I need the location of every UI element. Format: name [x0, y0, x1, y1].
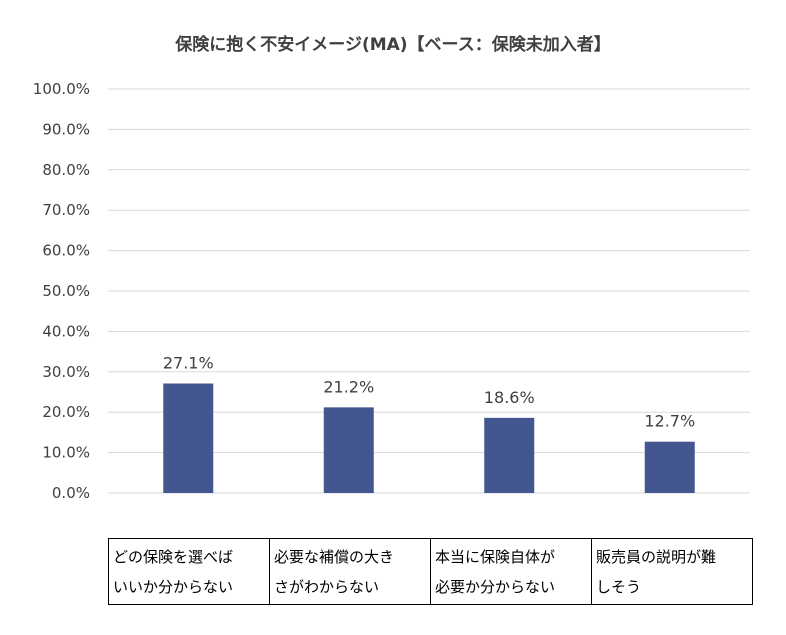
- category-label: 必要な補償の大き さがわからない: [269, 538, 431, 605]
- y-tick-label: 60.0%: [42, 242, 90, 260]
- chart-title: 保険に抱く不安イメージ(MA)【ベース：保険未加入者】: [175, 35, 611, 55]
- y-tick-label: 10.0%: [42, 444, 90, 462]
- category-row: どの保険を選べば いいか分からない 必要な補償の大き さがわからない 本当に保険自体が必…: [108, 538, 753, 605]
- y-tick-label: 70.0%: [42, 201, 90, 219]
- category-label-line: 本当に保険自体が: [435, 547, 556, 566]
- category-label: 販売員の説明が難 しそう: [591, 538, 753, 605]
- y-tick-label: 80.0%: [42, 161, 90, 179]
- y-tick-label: 20.0%: [42, 403, 90, 421]
- y-tick-label: 50.0%: [42, 282, 90, 300]
- data-label: 18.6%: [484, 388, 535, 407]
- category-label-line: しそう: [596, 577, 642, 596]
- y-tick-label: 40.0%: [42, 322, 90, 340]
- category-label-line: 必要な補償の大き: [274, 547, 395, 566]
- category-label-line: さがわからない: [274, 577, 380, 596]
- bar: [323, 407, 374, 493]
- data-label: 12.7%: [644, 412, 695, 431]
- category-label-line: いいか分からない: [113, 577, 234, 596]
- y-tick-label: 0.0%: [52, 484, 90, 502]
- y-tick-label: 100.0%: [33, 80, 90, 98]
- category-label: どの保険を選べば いいか分からない: [108, 538, 270, 605]
- category-label-line: 必要か分からない: [435, 577, 556, 596]
- category-table: どの保険を選べば いいか分からない 必要な補償の大き さがわからない 本当に保険自体が必…: [108, 538, 753, 605]
- category-label-line: 販売員の説明が難: [596, 547, 717, 566]
- category-label: 本当に保険自体が 必要か分からない: [430, 538, 592, 605]
- y-tick-label: 30.0%: [42, 363, 90, 381]
- y-tick-label: 90.0%: [42, 120, 90, 138]
- bar: [163, 383, 214, 493]
- data-label: 21.2%: [323, 377, 374, 396]
- bar: [644, 441, 695, 493]
- category-label-line: どの保険を選べば: [113, 547, 234, 566]
- bar-chart: 0.0% 10.0% 20.0% 30.0% 40.0% 50.0% 60.0% 70.0% 8…: [33, 80, 750, 502]
- bar: [484, 417, 535, 493]
- data-label: 27.1%: [163, 354, 214, 373]
